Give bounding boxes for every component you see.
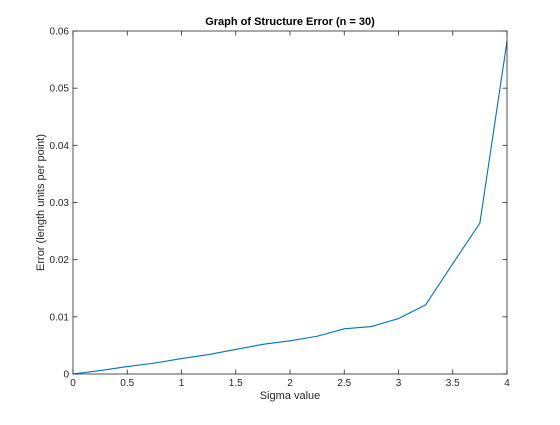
y-tick-label: 0.01	[50, 312, 70, 323]
y-tick-label: 0.06	[50, 27, 70, 38]
y-tick-label: 0.04	[50, 141, 70, 152]
line-segment	[343, 326, 372, 330]
x-tick-label: 2.5	[337, 378, 351, 389]
line-segment	[425, 263, 454, 306]
line-segment	[397, 304, 427, 320]
line-segment	[208, 348, 237, 356]
x-tick-label: 0.5	[120, 378, 134, 389]
x-tick-label: 1.5	[229, 378, 243, 389]
x-axis-label: Sigma value	[260, 390, 321, 402]
line-segment	[262, 340, 291, 345]
plot-area	[73, 31, 507, 374]
x-tick-label: 2	[287, 378, 293, 389]
line-segment	[153, 358, 183, 364]
series-line-0	[72, 40, 508, 375]
line-segment	[452, 222, 481, 265]
x-tick-label: 3	[396, 378, 402, 389]
line-segment	[180, 354, 210, 360]
y-tick-label: 0.02	[50, 255, 70, 266]
x-tick-label: 4	[504, 378, 510, 389]
line-segment	[235, 343, 264, 350]
line-segment	[99, 366, 128, 372]
y-tick-label: 0	[63, 370, 69, 381]
x-tick-label: 0	[70, 378, 76, 389]
y-tick-label: 0.05	[50, 84, 70, 95]
line-segment	[370, 317, 400, 328]
line-segment	[289, 335, 318, 342]
y-tick-label: 0.03	[50, 198, 70, 209]
line-segment	[126, 362, 155, 368]
line-segment	[479, 40, 508, 224]
axes-box	[72, 30, 508, 375]
chart-title: Graph of Structure Error (n = 30)	[205, 16, 375, 28]
line-segment	[72, 370, 101, 375]
line-segment	[316, 328, 345, 337]
x-tick-label: 3.5	[446, 378, 460, 389]
y-axis-label: Error (length units per point)	[35, 134, 47, 271]
x-tick-label: 1	[179, 378, 185, 389]
